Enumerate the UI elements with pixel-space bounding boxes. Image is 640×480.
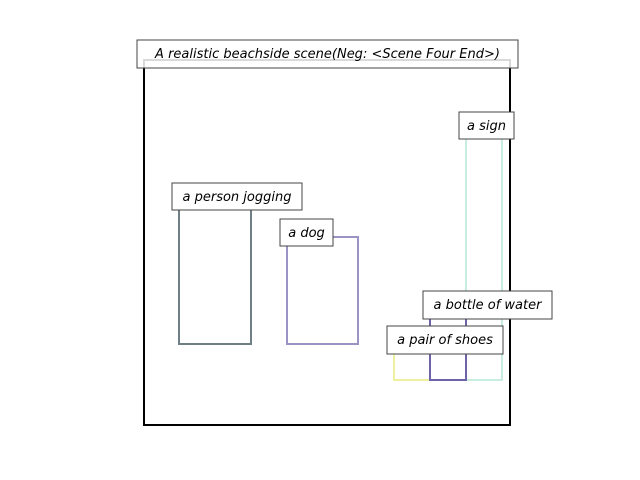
box-a-person-jogging (178, 196, 252, 345)
label-a-person-jogging: a person jogging (171, 182, 303, 211)
label-text-a-person-jogging: a person jogging (183, 190, 292, 205)
title-text: A realistic beachside scene(Neg: <Scene … (154, 47, 500, 62)
label-a-bottle-of-water: a bottle of water (422, 290, 553, 320)
label-box-a-dog (279, 218, 334, 247)
label-text-a-dog: a dog (288, 226, 325, 241)
label-text-a-sign: a sign (467, 119, 506, 134)
diagram-title: A realistic beachside scene(Neg: <Scene … (136, 39, 519, 69)
label-a-sign: a sign (458, 111, 515, 140)
box-outline-a-person-jogging (178, 196, 252, 345)
label-box-a-person-jogging (171, 182, 303, 211)
box-a-dog (286, 236, 359, 345)
label-text-a-bottle-of-water: a bottle of water (434, 298, 544, 313)
box-outline-a-dog (286, 236, 359, 345)
label-box-a-bottle-of-water (422, 290, 553, 320)
label-a-pair-of-shoes: a pair of shoes (386, 325, 504, 355)
label-box-a-pair-of-shoes (386, 325, 504, 355)
title-box (136, 39, 519, 69)
label-a-dog: a dog (279, 218, 334, 247)
label-text-a-pair-of-shoes: a pair of shoes (397, 333, 493, 348)
label-box-a-sign (458, 111, 515, 140)
